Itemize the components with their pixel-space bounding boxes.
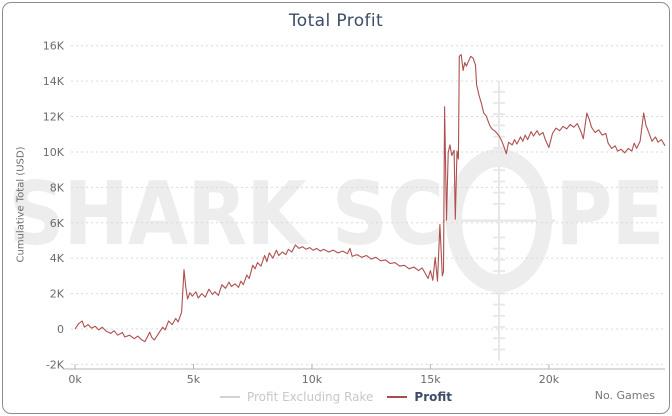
scope-reticle-part xyxy=(446,148,553,293)
y-tick-label: -2K xyxy=(46,358,65,371)
y-tick-label: 6K xyxy=(50,217,65,230)
profit-series-line xyxy=(74,54,666,343)
legend-line-swatch-red xyxy=(387,396,408,398)
y-tick-label: 4K xyxy=(50,252,65,265)
sharkscope-watermark: SHARK SC PE xyxy=(3,80,669,361)
y-tick-label: 0 xyxy=(57,323,64,336)
legend-item-profit[interactable]: Profit xyxy=(387,390,452,404)
x-tick-label: 20k xyxy=(539,373,560,386)
x-tick-label: 15k xyxy=(420,373,441,386)
legend-label: Profit Excluding Rake xyxy=(246,390,374,404)
y-tick-label: 10K xyxy=(43,146,65,159)
watermark-text-left: SHARK SC xyxy=(8,164,444,266)
y-tick-label: 16K xyxy=(43,40,65,53)
chart-title: Total Profit xyxy=(288,11,384,31)
legend-item-profit-excluding-rake[interactable]: Profit Excluding Rake xyxy=(219,390,374,404)
y-tick-label: 14K xyxy=(43,75,65,88)
y-tick-label: 8K xyxy=(50,181,65,194)
chart-legend: Profit Excluding Rake Profit xyxy=(3,390,669,404)
x-tick-label: 10k xyxy=(302,373,323,386)
watermark-text-right: PE xyxy=(555,164,664,266)
legend-line-swatch-gray xyxy=(219,396,240,398)
x-tick-label: 5k xyxy=(187,373,201,386)
y-axis-label: Cumulative Total (USD) xyxy=(15,146,27,263)
y-tick-label: 2K xyxy=(50,288,65,301)
legend-label: Profit xyxy=(414,390,453,404)
x-axis-title: No. Games xyxy=(594,389,655,402)
x-tick-label: 0k xyxy=(68,373,82,386)
y-tick-label: 12K xyxy=(43,111,65,124)
